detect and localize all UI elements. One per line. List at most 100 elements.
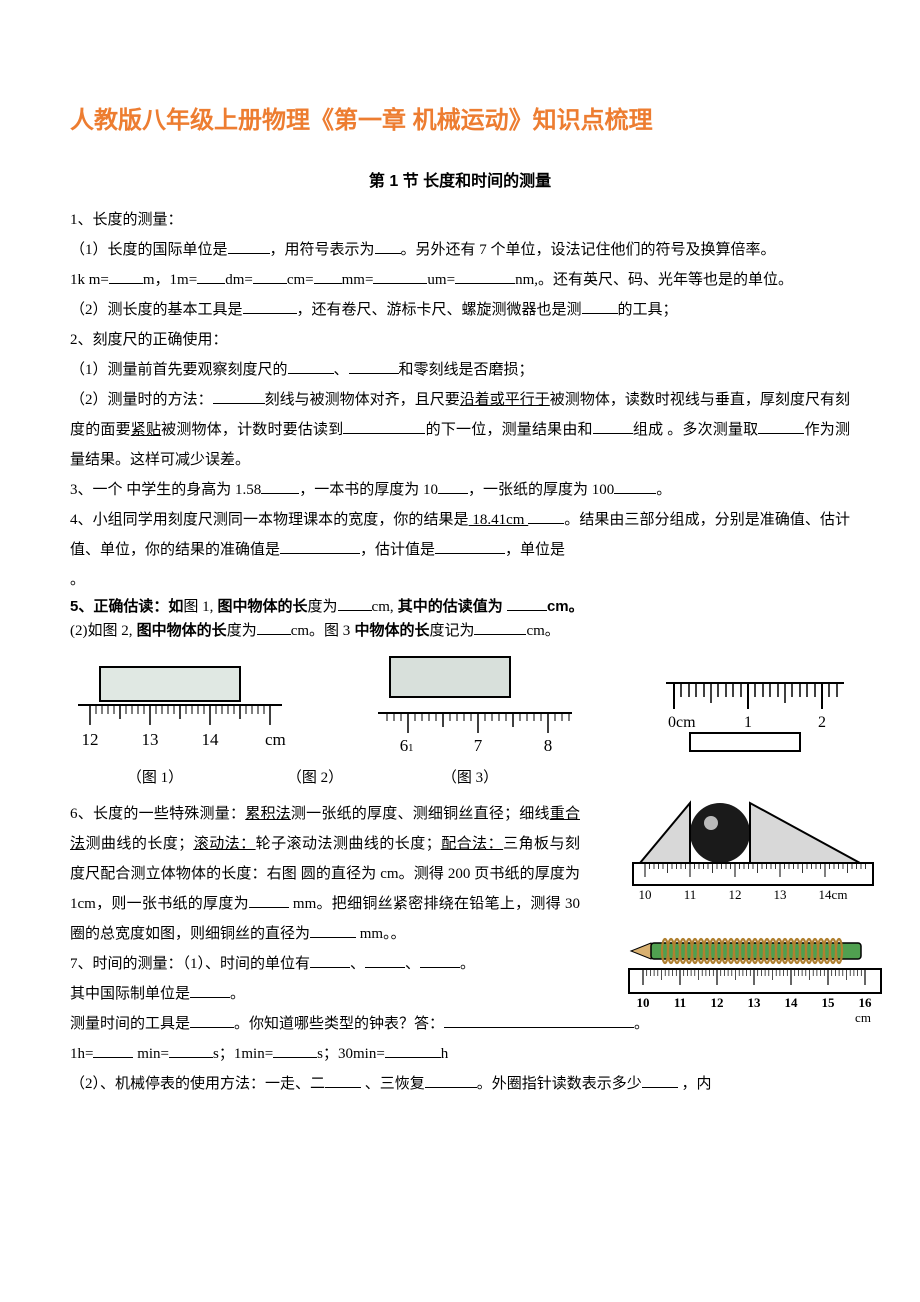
t: 紧贴 [131, 422, 161, 438]
t: 累积法 [245, 806, 291, 822]
t: 7、时间的测量：（1）、时间的单位有 [70, 956, 310, 972]
t: 图 2, [103, 623, 133, 639]
t: 测量时间的工具是 [70, 1016, 190, 1032]
t: um= [427, 272, 455, 288]
right-figures: 10 11 12 13 14cm 10 [625, 799, 880, 1037]
blank [758, 419, 804, 434]
t: 、三恢复 [361, 1076, 425, 1092]
t: 的工具； [618, 302, 678, 318]
ruler-label: 14 [785, 995, 799, 1010]
t: 中物体的长 [350, 622, 429, 639]
t: （2）测量时的方法： [70, 392, 213, 408]
blank [528, 509, 564, 524]
t: 测曲线的长度； [85, 836, 193, 852]
t: s；30min= [317, 1046, 385, 1062]
t: min= [133, 1046, 169, 1062]
ruler-figure-1: 12 13 14 cm [70, 665, 290, 755]
t: 1k m= [70, 272, 109, 288]
t: 轮子滚动法测曲线的长度； [256, 836, 441, 852]
ruler-label: 16 [859, 995, 873, 1010]
ruler-label: 12 [82, 730, 99, 749]
t: （2）、机械停表的使用方法：一走、二 [70, 1076, 325, 1092]
blank [190, 983, 230, 998]
blank [325, 1073, 361, 1088]
t: 、 [334, 362, 349, 378]
ruler-label: 7 [474, 736, 483, 755]
t: h [441, 1046, 449, 1062]
ruler-figure-3: 0cm 1 2 [660, 675, 850, 755]
blank [365, 953, 405, 968]
body-text: 1、长度的测量： （1）长度的国际单位是，用符号表示为。另外还有 7 个单位，设… [70, 205, 850, 1099]
t: 和零刻线是否磨损； [399, 362, 534, 378]
blank [310, 923, 356, 938]
blank [109, 269, 143, 284]
blank [474, 620, 526, 635]
t: (2)如 [70, 623, 103, 639]
blank [385, 1043, 441, 1058]
t: 配合法： [441, 836, 503, 852]
blank [257, 620, 291, 635]
blank [507, 596, 547, 611]
t: 。 [230, 986, 245, 1002]
ruler-label: 11 [684, 887, 697, 902]
t: 。 [70, 572, 85, 588]
ruler-label: 12 [729, 887, 742, 902]
t: 沿着或平行于 [460, 392, 550, 408]
t: mm。。 [356, 926, 406, 942]
blank [249, 893, 289, 908]
blank [93, 1043, 133, 1058]
section-title: 第 1 节 长度和时间的测量 [70, 167, 850, 191]
pencil-coil-figure: 10 11 12 13 14 15 16 cm [625, 931, 885, 1026]
blank [273, 1043, 317, 1058]
blank [253, 269, 287, 284]
t: 、 [405, 956, 420, 972]
left-text-column: 6、长度的一些特殊测量：累积法测一张纸的厚度、测细铜丝直径；细线重合法测曲线的长… [70, 799, 580, 979]
blank [444, 1013, 634, 1028]
blank [288, 359, 334, 374]
t: 度为 [227, 623, 257, 639]
ruler-label: 1 [744, 714, 752, 731]
blank [197, 269, 225, 284]
t: ，内 [678, 1076, 712, 1092]
t: 刻线与被测物体对齐，且尺要 [265, 392, 460, 408]
t: ，估计值是 [360, 542, 435, 558]
t: 1h= [70, 1046, 93, 1062]
t: 滚动法： [193, 836, 255, 852]
t: 图 1, [183, 599, 213, 615]
t: 6、长度的一些特殊测量： [70, 806, 245, 822]
t: 。外圈指针读数表示多少 [477, 1076, 642, 1092]
ruler-label: 14 [202, 730, 220, 749]
t: m，1m= [143, 272, 197, 288]
t: ，一张纸的厚度为 100 [468, 482, 614, 498]
t: cm。 [526, 623, 559, 639]
t: 图中物体的长 [213, 598, 307, 615]
ruler-label: 8 [544, 736, 553, 755]
t: 。另外还有 7 个单位，设法记住他们的符号及换算倍率。 [401, 242, 776, 258]
t: 2、刻度尺的正确使用： [70, 332, 228, 348]
blank [228, 239, 270, 254]
figure-captions: （图 1） （图 2） （图 3） [70, 763, 850, 793]
caption: （图 1） [70, 763, 240, 793]
blank [420, 953, 460, 968]
t: 图中物体的长 [133, 622, 227, 639]
blank [243, 299, 297, 314]
blank [425, 1073, 477, 1088]
t: （1）测量前首先要观察刻度尺的 [70, 362, 288, 378]
ruler-figure-2: 6 7 8 1 [370, 655, 580, 755]
t: 其中的估读值为 [394, 598, 507, 615]
blank [261, 479, 299, 494]
wrapped-section: 10 11 12 13 14cm 10 [70, 799, 850, 979]
t: （1）长度的国际单位是 [70, 242, 228, 258]
t: 测一张纸的厚度、测细铜丝直径；细线 [291, 806, 550, 822]
ruler-label: 2 [818, 714, 826, 731]
blank [375, 239, 401, 254]
blank [593, 419, 633, 434]
t: cm, [372, 599, 394, 615]
ruler-label: 15 [822, 995, 836, 1010]
blank [190, 1013, 234, 1028]
t: 、 [350, 956, 365, 972]
blank [614, 479, 656, 494]
ruler-label: 10 [637, 995, 650, 1010]
caption: （图 3） [390, 763, 550, 793]
ruler-label: 0cm [668, 714, 696, 731]
